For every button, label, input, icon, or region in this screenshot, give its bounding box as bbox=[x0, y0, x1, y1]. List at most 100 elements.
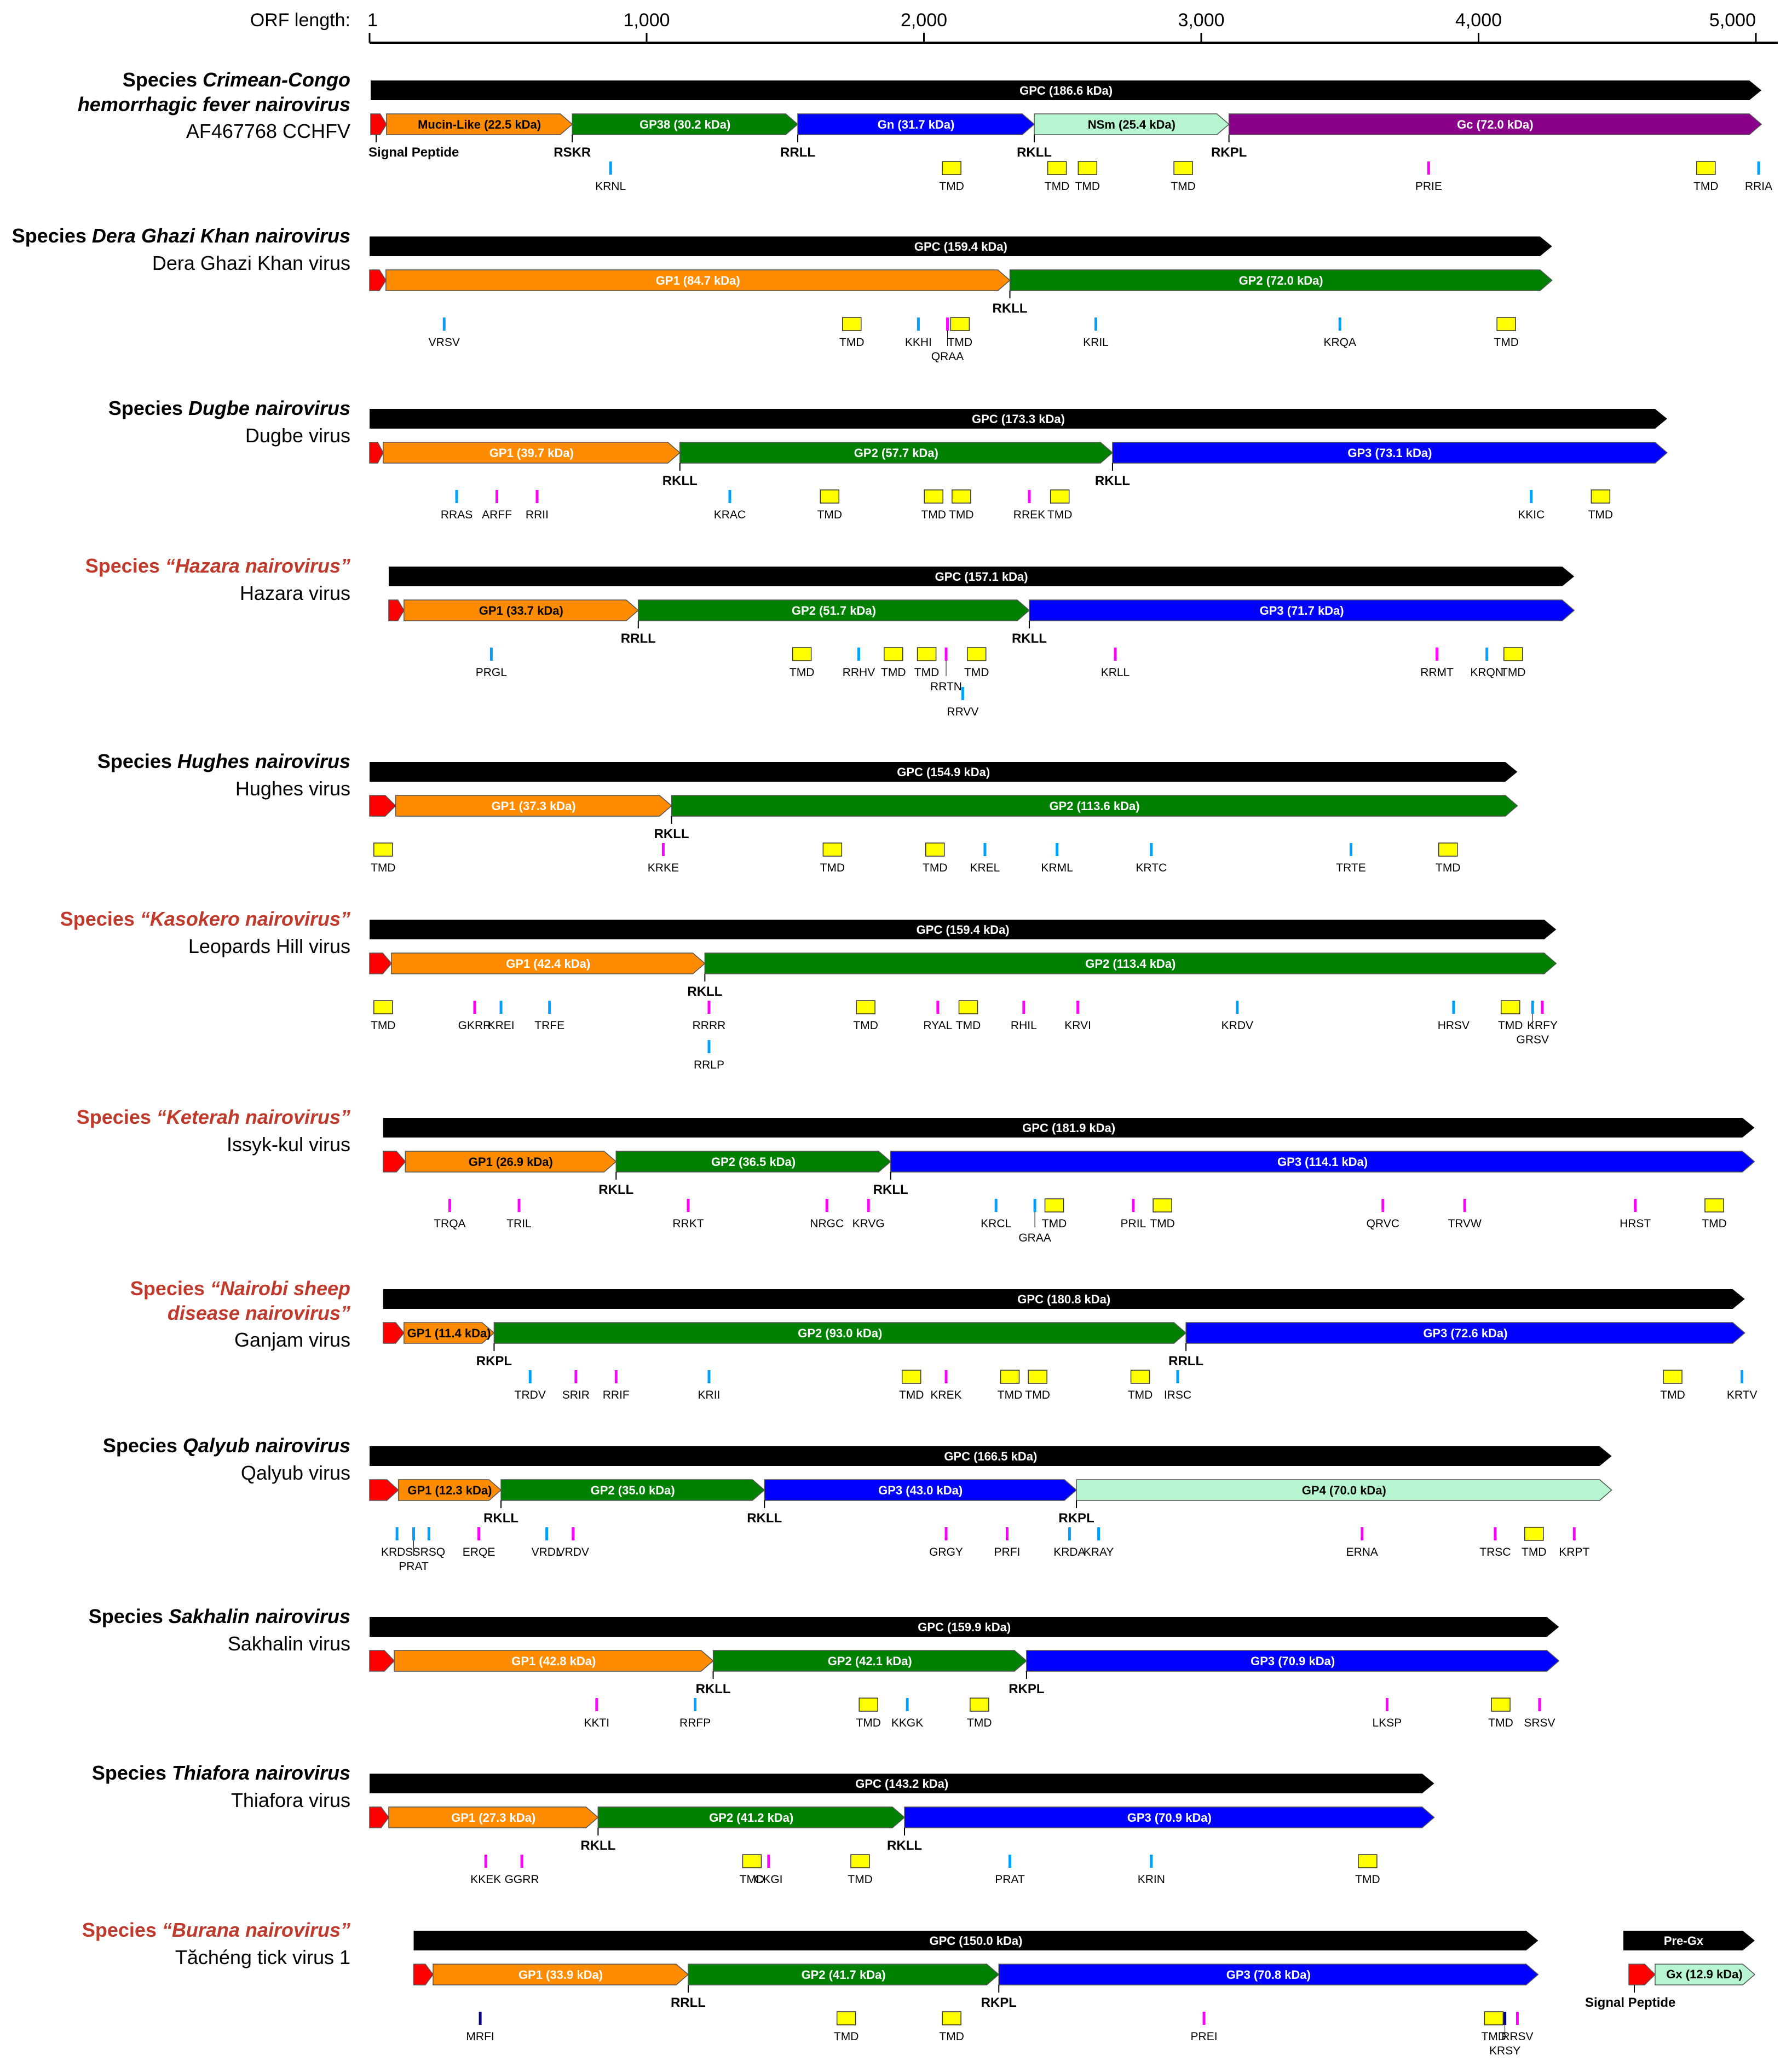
tmd-box bbox=[966, 647, 987, 661]
motif-marker bbox=[548, 1001, 551, 1014]
glycoprotein-segment bbox=[1112, 442, 1668, 464]
gpc-label: GPC (159.9 kDa) bbox=[918, 1620, 1011, 1634]
gpc-arrow bbox=[370, 1617, 1559, 1637]
gpc-arrow bbox=[370, 236, 1552, 256]
cleavage-site-label: RSKR bbox=[554, 145, 591, 160]
segment-label: GP2 (72.0 kDa) bbox=[1239, 274, 1323, 287]
motif-marker bbox=[1236, 1001, 1239, 1014]
species-name: Species Thiafora nairovirus bbox=[92, 1762, 350, 1784]
species-prefix: Species bbox=[89, 1605, 169, 1627]
motif-marker bbox=[983, 843, 987, 856]
motif-marker bbox=[1463, 1199, 1466, 1212]
tmd-box bbox=[942, 2011, 961, 2025]
motif-label: GKRR bbox=[458, 1019, 492, 1032]
cleavage-site-label: RKLL bbox=[993, 301, 1028, 316]
species-prefix: Species bbox=[82, 1919, 162, 1941]
virus-name: Hazara virus bbox=[240, 582, 350, 604]
tmd-label: TMD bbox=[967, 1717, 992, 1729]
gpc-arrow bbox=[370, 1774, 1434, 1793]
motif-label: KREI bbox=[488, 1019, 515, 1032]
motif-label: RRIF bbox=[603, 1389, 630, 1401]
motif-label: PRIL bbox=[1121, 1217, 1146, 1230]
motif-marker bbox=[1757, 161, 1760, 175]
species-italic-name: “Kasokero nairovirus” bbox=[140, 908, 350, 930]
glycoprotein-segment bbox=[797, 113, 1035, 135]
species-prefix: Species bbox=[60, 908, 140, 930]
motif-marker bbox=[1503, 2012, 1507, 2025]
motif-label: KRIL bbox=[1083, 336, 1109, 349]
orf-length-axis: ORF length: 1 1,000 2,000 3,000 4,000 5,000 bbox=[250, 10, 1778, 44]
tmd-label: TMD bbox=[1355, 1873, 1380, 1886]
signal-peptide-arrow bbox=[369, 1806, 389, 1828]
species-italic-name: Thiafora nairovirus bbox=[172, 1762, 350, 1784]
species-name: Species “Nairobi sheep bbox=[130, 1277, 350, 1300]
tmd-box bbox=[1000, 1370, 1020, 1384]
segment-label: GP1 (12.3 kDa) bbox=[407, 1483, 492, 1497]
gpc-label: GPC (180.8 kDa) bbox=[1017, 1292, 1110, 1306]
tmd-box bbox=[958, 1000, 978, 1014]
cleavage-site-label: RKLL bbox=[1095, 474, 1130, 488]
tmd-label: TMD bbox=[1498, 1019, 1523, 1032]
tmd-label: TMD bbox=[921, 509, 946, 521]
motif-marker bbox=[477, 1527, 481, 1540]
tmd-label: TMD bbox=[371, 1019, 396, 1032]
segment-label: GP3 (114.1 kDa) bbox=[1277, 1155, 1368, 1169]
axis-tick-label: 1 bbox=[367, 10, 378, 31]
motif-marker bbox=[1381, 1199, 1385, 1212]
tmd-label: TMD bbox=[964, 666, 989, 679]
motif-label: KRVI bbox=[1064, 1019, 1091, 1032]
motif-marker bbox=[767, 1855, 770, 1868]
tmd-label: TMD bbox=[1075, 180, 1100, 193]
segment-label: GP2 (51.7 kDa) bbox=[792, 604, 876, 617]
species-row: Species Sakhalin nairovirus Sakhalin viru… bbox=[89, 1605, 1560, 1729]
motif-marker bbox=[707, 1040, 711, 1053]
tmd-box bbox=[742, 1854, 762, 1868]
segment-label: GP1 (33.9 kDa) bbox=[518, 1968, 603, 1982]
motif-marker bbox=[528, 1370, 532, 1383]
motif-label: RYAL bbox=[923, 1019, 952, 1032]
motif-label: RRHV bbox=[843, 666, 875, 679]
tmd-label: TMD bbox=[856, 1717, 881, 1729]
cleavage-site-label: RKLL bbox=[747, 1511, 782, 1526]
motif-marker bbox=[1338, 317, 1341, 331]
species-row: Species Thiafora nairovirus Thiafora viru… bbox=[92, 1762, 1435, 1886]
motif-marker bbox=[1068, 1527, 1071, 1540]
motif-marker bbox=[936, 1001, 940, 1014]
motif-label: VRDV bbox=[557, 1546, 589, 1558]
species-italic-name: Sakhalin nairovirus bbox=[169, 1605, 350, 1627]
species-italic-name: “Hazara nairovirus” bbox=[165, 555, 350, 577]
motif-label: TRSC bbox=[1479, 1546, 1511, 1558]
tmd-label: TMD bbox=[1494, 336, 1519, 349]
segment-label: GP2 (42.1 kDa) bbox=[828, 1654, 912, 1668]
segment-label: GP2 (36.5 kDa) bbox=[711, 1155, 796, 1169]
motif-label: MRFI bbox=[466, 2030, 494, 2043]
tmd-box bbox=[1047, 161, 1067, 175]
species-name: Species Sakhalin nairovirus bbox=[89, 1605, 350, 1627]
motif-marker bbox=[473, 1001, 476, 1014]
motif-marker bbox=[614, 1370, 618, 1383]
segment-label: GP2 (113.6 kDa) bbox=[1049, 799, 1139, 813]
tmd-label: TMD bbox=[817, 509, 843, 521]
species-name-line2: disease nairovirus” bbox=[168, 1302, 350, 1324]
virus-name: Thiafora virus bbox=[231, 1789, 350, 1811]
glycoprotein-segment bbox=[388, 1806, 599, 1828]
motif-label: QRVC bbox=[1367, 1217, 1399, 1230]
gpc-label: GPC (150.0 kDa) bbox=[929, 1934, 1022, 1948]
tmd-label: TMD bbox=[1042, 1217, 1067, 1230]
glycoprotein-segment bbox=[391, 952, 706, 974]
segment-label: GP1 (11.4 kDa) bbox=[407, 1326, 491, 1340]
cleavage-site-label: RKPL bbox=[1009, 1682, 1044, 1696]
virus-name: Qalyub virus bbox=[241, 1462, 350, 1484]
segment-label: GP1 (26.9 kDa) bbox=[469, 1155, 553, 1169]
motif-label: RRAS bbox=[441, 509, 473, 521]
tmd-box bbox=[1591, 489, 1611, 504]
motif-marker bbox=[1452, 1001, 1455, 1014]
motif-label: GRAA bbox=[1018, 1232, 1051, 1244]
motif-marker bbox=[609, 161, 612, 175]
tmd-label: TMD bbox=[1693, 180, 1719, 193]
tmd-label: TMD bbox=[1588, 509, 1614, 521]
motif-marker bbox=[1385, 1698, 1388, 1711]
virus-name: Issyk-kul virus bbox=[227, 1133, 350, 1156]
segment-label: NSm (25.4 kDa) bbox=[1088, 118, 1176, 131]
